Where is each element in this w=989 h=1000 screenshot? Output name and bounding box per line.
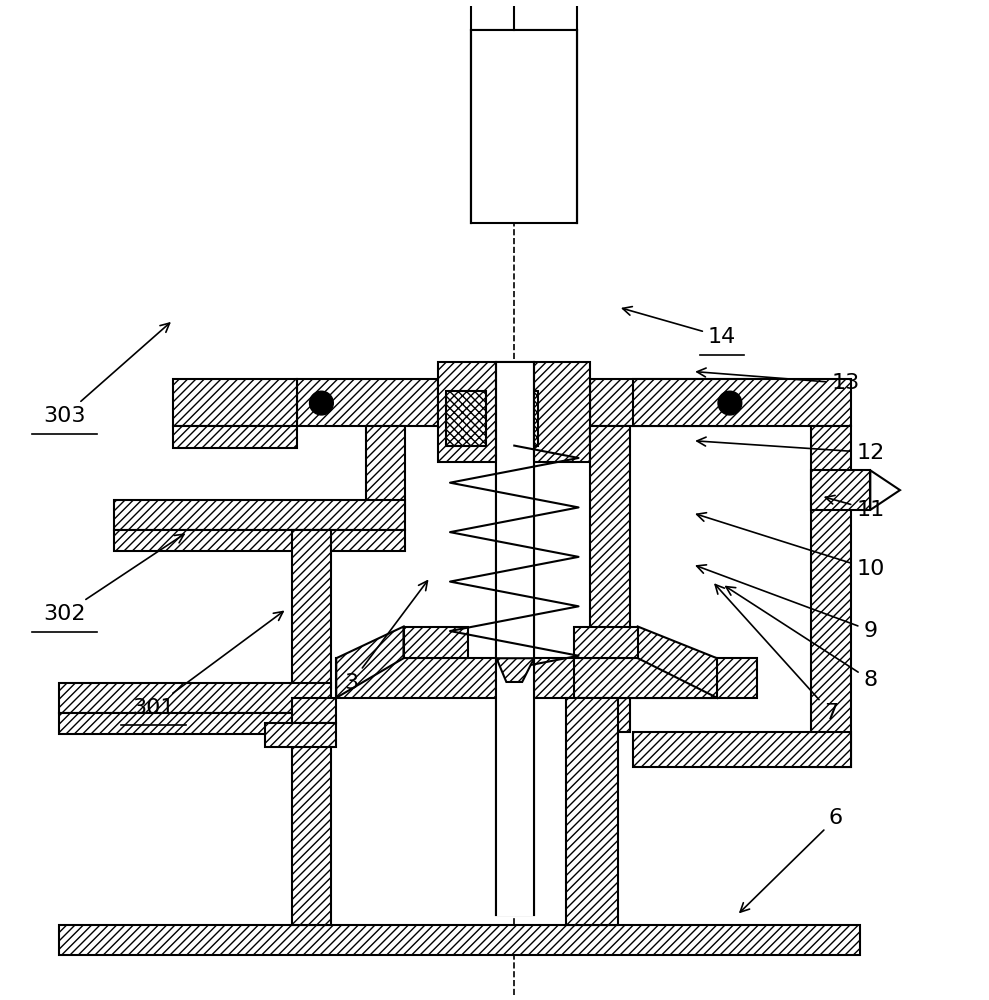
Bar: [292, 698, 336, 723]
Text: 12: 12: [697, 437, 884, 463]
Text: 8: 8: [726, 587, 877, 690]
Text: 13: 13: [697, 368, 859, 393]
Polygon shape: [638, 627, 717, 698]
Bar: [297, 379, 438, 426]
Polygon shape: [496, 658, 534, 682]
Bar: [59, 925, 860, 955]
Bar: [574, 658, 757, 698]
Text: 10: 10: [696, 513, 884, 579]
Bar: [59, 683, 331, 713]
Bar: [811, 426, 851, 767]
Text: 302: 302: [44, 534, 184, 624]
Bar: [366, 426, 405, 510]
Bar: [496, 462, 534, 915]
Bar: [404, 627, 468, 658]
Bar: [292, 530, 331, 688]
Bar: [292, 734, 331, 925]
Bar: [265, 723, 336, 747]
Bar: [59, 713, 331, 734]
Bar: [173, 379, 297, 426]
Text: 7: 7: [715, 585, 838, 723]
Text: 14: 14: [623, 307, 736, 347]
Text: 3: 3: [344, 581, 427, 693]
Bar: [114, 530, 405, 551]
Text: 301: 301: [133, 612, 283, 718]
Text: 9: 9: [696, 565, 877, 641]
Bar: [574, 627, 638, 658]
Bar: [633, 732, 851, 767]
Bar: [590, 379, 755, 426]
Text: 303: 303: [44, 323, 169, 426]
Bar: [633, 379, 851, 426]
Circle shape: [718, 391, 742, 415]
Bar: [566, 698, 618, 925]
Bar: [438, 362, 590, 462]
Bar: [498, 391, 538, 446]
Bar: [496, 362, 534, 915]
Circle shape: [310, 391, 333, 415]
Text: 6: 6: [740, 808, 843, 912]
Bar: [114, 500, 405, 530]
Bar: [446, 391, 486, 446]
Bar: [811, 470, 870, 510]
Bar: [336, 658, 717, 698]
Bar: [173, 426, 297, 448]
Polygon shape: [870, 470, 900, 510]
Polygon shape: [336, 627, 404, 698]
Text: 11: 11: [826, 495, 884, 520]
Bar: [471, 30, 577, 223]
Bar: [590, 426, 630, 732]
